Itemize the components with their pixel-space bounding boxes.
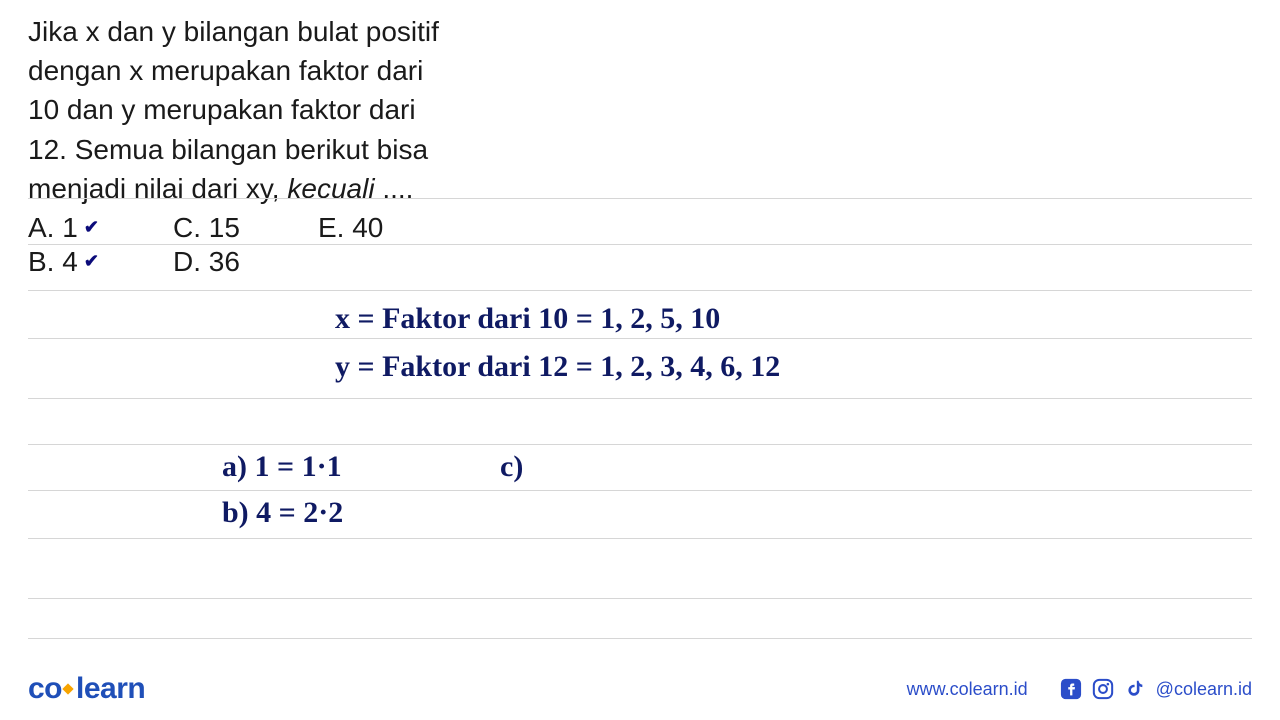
q-line1: Jika x dan y bilangan bulat positif	[28, 16, 439, 47]
ruled-line	[28, 598, 1252, 599]
q-line3: 10 dan y merupakan faktor dari	[28, 94, 416, 125]
work-line-x: x = Faktor dari 10 = 1, 2, 5, 10	[335, 302, 720, 336]
q-line2: dengan x merupakan faktor dari	[28, 55, 423, 86]
question-block: Jika x dan y bilangan bulat positif deng…	[0, 0, 500, 208]
work-step-a: a) 1 = 1·1	[222, 450, 342, 484]
ruled-line	[28, 290, 1252, 291]
q-line4: 12. Semua bilangan berikut bisa	[28, 134, 428, 165]
ruled-line	[28, 490, 1252, 491]
ruled-line	[28, 398, 1252, 399]
footer-url: www.colearn.id	[907, 679, 1028, 700]
ruled-line	[28, 638, 1252, 639]
work-line-y: y = Faktor dari 12 = 1, 2, 3, 4, 6, 12	[335, 350, 780, 384]
work-step-b: b) 4 = 2·2	[222, 496, 343, 530]
logo-dot-icon	[62, 683, 73, 694]
facebook-icon	[1060, 678, 1082, 700]
question-text: Jika x dan y bilangan bulat positif deng…	[28, 12, 472, 208]
ruled-line	[28, 338, 1252, 339]
footer-right: www.colearn.id @colearn.id	[907, 678, 1252, 700]
brand-logo: co learn	[28, 672, 145, 706]
logo-co: co	[28, 672, 62, 706]
tiktok-icon	[1124, 678, 1146, 700]
ruled-line	[28, 444, 1252, 445]
ruled-paper-area: x = Faktor dari 10 = 1, 2, 5, 10 y = Fak…	[0, 198, 1280, 660]
ruled-line	[28, 244, 1252, 245]
footer-handle: @colearn.id	[1156, 679, 1252, 700]
ruled-line	[28, 538, 1252, 539]
footer: co learn www.colearn.id @colearn.id	[0, 658, 1280, 720]
ruled-line	[28, 198, 1252, 199]
logo-learn: learn	[76, 672, 145, 706]
instagram-icon	[1092, 678, 1114, 700]
work-step-c: c)	[500, 450, 523, 484]
